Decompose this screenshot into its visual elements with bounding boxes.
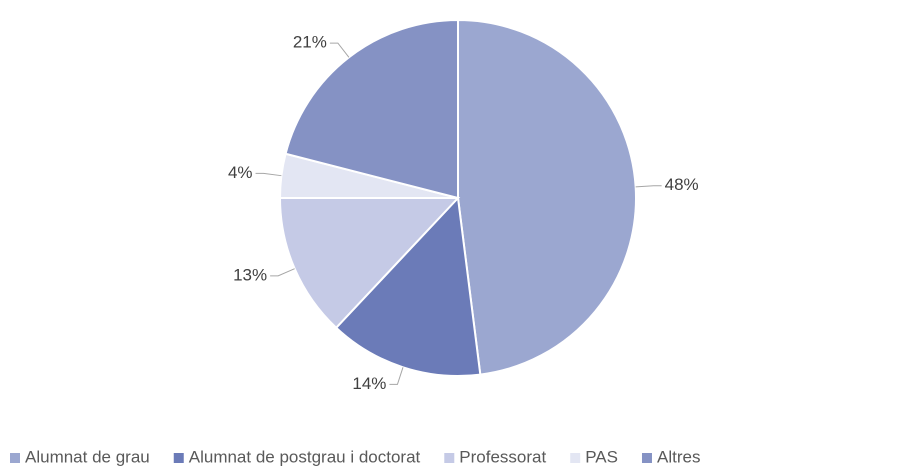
leader-line <box>389 367 404 385</box>
data-label: 48% <box>665 175 699 194</box>
pie-slice <box>457 18 637 376</box>
legend-label: Altres <box>657 447 700 466</box>
legend-label: Professorat <box>459 447 546 466</box>
legend-marker <box>641 453 652 463</box>
data-labels: 48% 14% 13% 4% 21% <box>228 33 699 393</box>
legend-marker <box>444 453 455 463</box>
legend: Alumnat de grau Alumnat de postgrau i doc… <box>10 447 700 466</box>
legend-marker <box>173 453 184 463</box>
leader-line <box>635 185 662 188</box>
leader-line <box>329 42 350 58</box>
pie-slice <box>334 195 482 377</box>
pie <box>278 18 637 377</box>
data-label: 21% <box>293 33 327 52</box>
leader-line <box>255 172 282 177</box>
legend-label: PAS <box>585 447 618 466</box>
data-label: 4% <box>228 163 253 182</box>
legend-marker <box>570 453 581 463</box>
data-label: 14% <box>352 374 386 393</box>
leader-line <box>270 268 295 277</box>
pie-slice <box>278 197 461 330</box>
data-label: 13% <box>233 265 267 284</box>
legend-label: Alumnat de grau <box>25 447 150 466</box>
legend-label: Alumnat de postgrau i doctorat <box>189 447 421 466</box>
legend-marker <box>10 453 20 463</box>
